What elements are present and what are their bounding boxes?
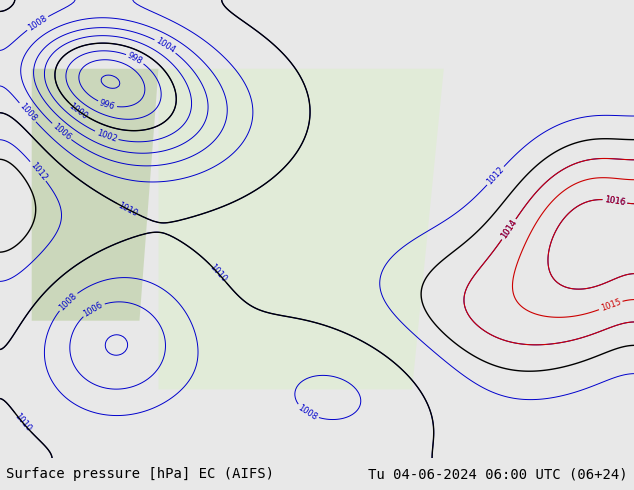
Polygon shape bbox=[32, 69, 158, 321]
Text: 1000: 1000 bbox=[67, 101, 89, 121]
Text: 1008: 1008 bbox=[57, 291, 79, 312]
Text: 1014: 1014 bbox=[499, 218, 519, 241]
Text: 1012: 1012 bbox=[28, 160, 48, 182]
Text: 1008: 1008 bbox=[26, 14, 49, 32]
Text: 1014: 1014 bbox=[499, 218, 519, 241]
Text: 1012: 1012 bbox=[485, 165, 506, 187]
Text: 996: 996 bbox=[98, 98, 116, 111]
Polygon shape bbox=[158, 69, 444, 390]
Text: Tu 04-06-2024 06:00 UTC (06+24): Tu 04-06-2024 06:00 UTC (06+24) bbox=[368, 467, 628, 481]
Text: 1002: 1002 bbox=[95, 128, 118, 144]
Text: 1008: 1008 bbox=[17, 101, 38, 123]
Text: 1006: 1006 bbox=[82, 300, 105, 318]
Text: 1010: 1010 bbox=[117, 200, 139, 218]
Text: 1006: 1006 bbox=[51, 122, 72, 142]
Text: Surface pressure [hPa] EC (AIFS): Surface pressure [hPa] EC (AIFS) bbox=[6, 467, 275, 481]
Text: 998: 998 bbox=[126, 51, 145, 66]
Text: 1010: 1010 bbox=[208, 263, 229, 284]
Text: 1015: 1015 bbox=[599, 297, 622, 313]
Text: 1008: 1008 bbox=[296, 403, 319, 422]
Text: 1016: 1016 bbox=[604, 195, 626, 207]
Text: 1016: 1016 bbox=[604, 195, 626, 207]
Text: 1004: 1004 bbox=[154, 37, 177, 55]
Text: 1010: 1010 bbox=[13, 412, 33, 434]
